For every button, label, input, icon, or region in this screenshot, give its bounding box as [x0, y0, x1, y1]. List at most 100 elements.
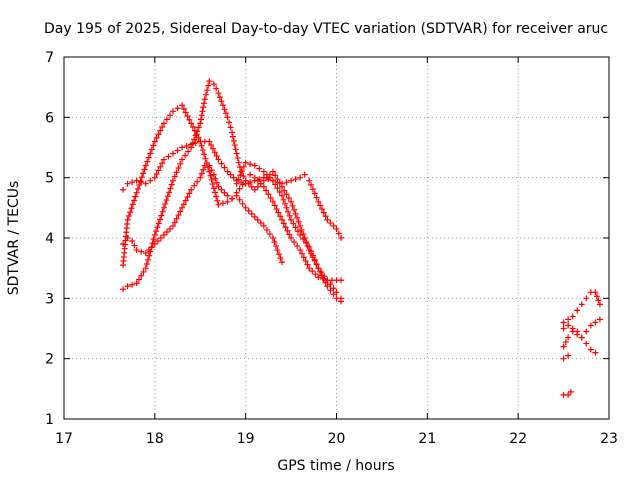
data-point	[271, 239, 278, 246]
data-point	[132, 193, 139, 200]
data-point	[138, 174, 145, 181]
data-point	[315, 198, 322, 205]
data-point	[236, 185, 243, 192]
data-point	[120, 186, 127, 193]
series-track-9	[560, 352, 572, 362]
data-point	[285, 208, 292, 215]
data-point	[333, 289, 340, 296]
data-point	[198, 116, 205, 123]
data-point	[292, 210, 299, 217]
data-point	[194, 178, 201, 185]
data-point	[151, 174, 158, 181]
data-point	[206, 138, 213, 145]
grid	[64, 57, 609, 419]
data-point	[174, 105, 181, 112]
data-point	[189, 123, 196, 130]
data-point	[158, 212, 165, 219]
data-point	[153, 171, 160, 178]
data-point	[288, 198, 295, 205]
data-point	[180, 105, 187, 112]
data-point	[143, 261, 150, 268]
data-point	[301, 235, 308, 241]
data-point	[279, 192, 285, 199]
data-point	[219, 200, 226, 207]
data-point	[124, 235, 131, 241]
data-point	[333, 295, 340, 302]
data-point	[592, 349, 599, 356]
data-point	[224, 198, 231, 205]
data-point	[226, 119, 233, 126]
data-point	[231, 142, 238, 149]
data-point	[560, 355, 567, 362]
data-point	[193, 131, 200, 138]
data-point	[300, 254, 307, 261]
data-point	[289, 202, 296, 209]
data-point	[275, 251, 282, 258]
data-point	[235, 159, 242, 166]
data-point	[583, 340, 590, 347]
data-point	[260, 168, 267, 175]
data-point	[206, 162, 213, 169]
data-point	[170, 108, 176, 115]
data-point	[229, 133, 236, 140]
data-point	[157, 127, 164, 134]
data-point	[188, 186, 195, 193]
data-point	[142, 250, 149, 257]
data-point	[288, 177, 295, 184]
data-point	[206, 78, 213, 85]
data-point	[179, 204, 186, 211]
data-point	[182, 152, 189, 159]
data-point	[565, 334, 572, 341]
data-point	[298, 226, 305, 233]
data-point	[159, 208, 166, 215]
data-point	[248, 183, 255, 190]
data-point	[133, 247, 140, 254]
data-point	[257, 180, 264, 187]
data-point	[234, 155, 241, 162]
data-point	[298, 250, 305, 257]
data-point	[233, 180, 240, 187]
data-point	[127, 209, 134, 216]
x-tick-label: 20	[328, 431, 346, 447]
data-point	[120, 286, 127, 293]
data-point	[587, 346, 594, 353]
data-point	[186, 190, 193, 197]
data-point	[302, 257, 309, 264]
data-point	[235, 176, 242, 183]
data-point	[279, 216, 285, 223]
data-point	[274, 185, 281, 192]
data-point	[317, 268, 324, 275]
data-point	[221, 164, 228, 171]
data-point	[295, 218, 302, 225]
data-point	[315, 274, 322, 281]
data-point	[135, 276, 142, 283]
data-point	[149, 240, 156, 247]
data-point	[230, 137, 237, 144]
y-tick-label: 2	[45, 352, 54, 368]
data-point	[191, 136, 198, 143]
data-point	[159, 160, 166, 167]
data-point	[210, 185, 217, 192]
data-point	[189, 140, 196, 147]
data-point	[215, 156, 222, 163]
data-point	[188, 144, 195, 151]
data-point	[199, 108, 206, 115]
data-point	[322, 279, 329, 286]
x-tick-label: 22	[509, 431, 527, 447]
data-point	[129, 201, 136, 208]
data-point	[256, 165, 263, 172]
data-point	[288, 235, 295, 241]
data-point	[162, 200, 169, 207]
data-point	[184, 113, 191, 120]
data-point	[167, 185, 174, 192]
data-point	[583, 295, 590, 302]
x-tick-label: 23	[600, 431, 618, 447]
data-point	[233, 150, 240, 157]
data-point	[242, 204, 249, 211]
data-point	[236, 196, 243, 203]
data-point	[151, 231, 158, 238]
data-point	[129, 281, 136, 288]
data-point	[124, 180, 131, 187]
data-point	[300, 230, 307, 237]
data-point	[229, 195, 236, 202]
